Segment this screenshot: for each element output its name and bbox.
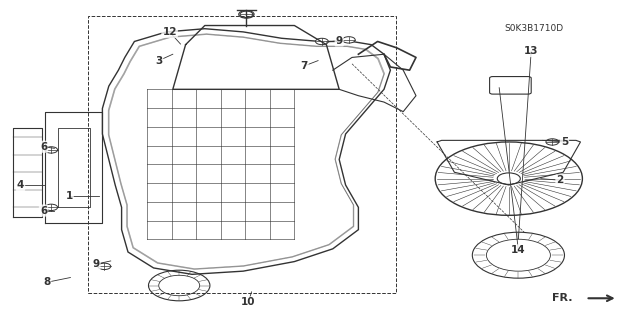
Circle shape: [546, 139, 559, 145]
Text: 9: 9: [335, 35, 343, 46]
Circle shape: [342, 37, 355, 43]
Circle shape: [45, 204, 58, 211]
Circle shape: [316, 38, 328, 45]
Text: S0K3B1710D: S0K3B1710D: [505, 24, 564, 33]
Text: 14: 14: [511, 245, 525, 256]
Circle shape: [240, 11, 253, 18]
Text: FR.: FR.: [552, 293, 573, 303]
Text: 10: 10: [241, 297, 255, 308]
Text: 6: 6: [40, 205, 47, 216]
Text: 1: 1: [65, 191, 73, 201]
Circle shape: [45, 147, 58, 153]
Text: 7: 7: [300, 61, 308, 71]
Text: 4: 4: [17, 180, 24, 190]
Circle shape: [98, 263, 111, 270]
Text: 13: 13: [524, 46, 538, 56]
Text: 2: 2: [556, 175, 564, 185]
Text: 3: 3: [155, 56, 163, 66]
Text: 8: 8: [43, 277, 51, 287]
Bar: [88, 16, 396, 293]
Text: 12: 12: [163, 27, 177, 37]
Text: 6: 6: [40, 142, 47, 152]
Text: 9: 9: [92, 259, 100, 269]
Text: 5: 5: [561, 137, 568, 147]
